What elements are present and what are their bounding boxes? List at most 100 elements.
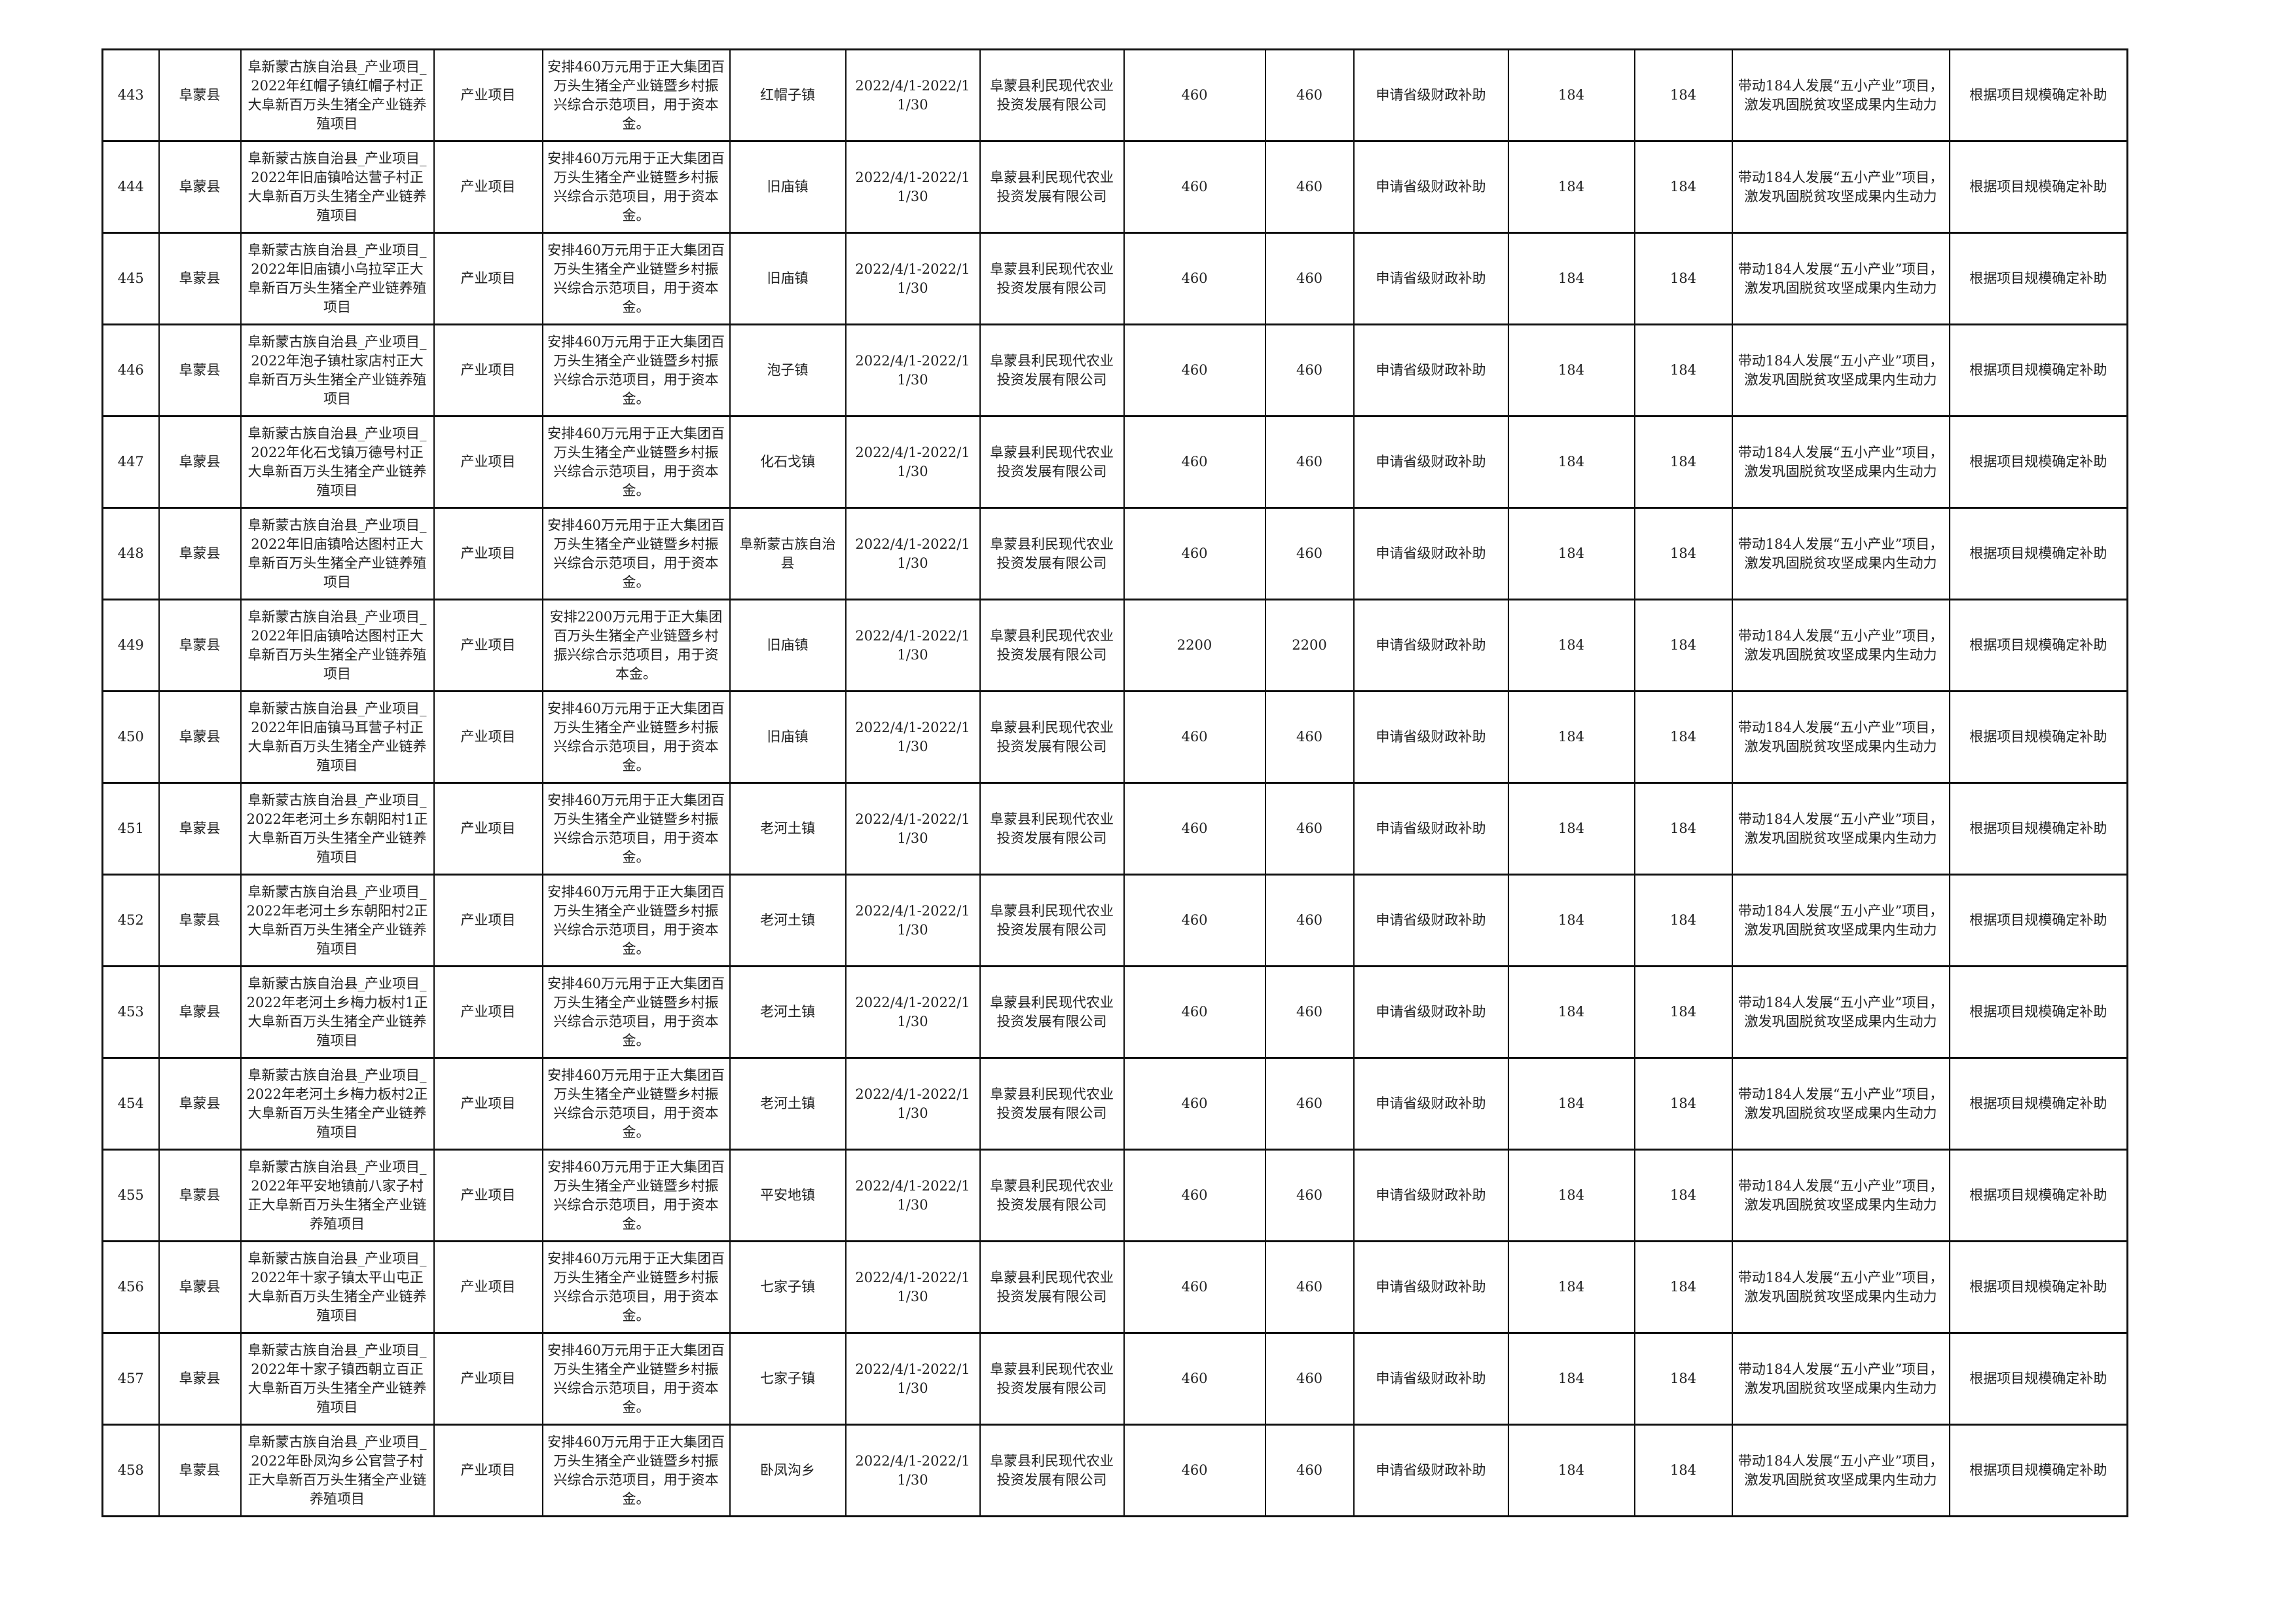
poverty-beneficiaries-cell: 184 bbox=[1633, 323, 1733, 417]
town-cell: 卧凤沟乡 bbox=[729, 1424, 847, 1517]
implementing-unit-cell: 阜蒙县利民现代农业投资发展有限公司 bbox=[979, 48, 1125, 142]
project-name-cell: 阜新蒙古族自治县_产业项目_2022年泡子镇杜家店村正大阜新百万头生猪全产业链养… bbox=[240, 323, 435, 417]
fund-amount-cell: 460 bbox=[1264, 415, 1355, 509]
period-cell: 2022/4/1-2022/11/30 bbox=[845, 48, 981, 142]
beneficiaries-cell: 184 bbox=[1507, 965, 1635, 1059]
fund-amount-cell: 460 bbox=[1264, 1332, 1355, 1426]
town-cell: 老河土镇 bbox=[729, 782, 847, 876]
table-row: 450 阜蒙县 阜新蒙古族自治县_产业项目_2022年旧庙镇马耳营子村正大阜新百万头… bbox=[101, 690, 2128, 784]
total-investment-cell: 460 bbox=[1123, 690, 1266, 784]
project-type-cell: 产业项目 bbox=[433, 1332, 543, 1426]
project-content-cell: 安排460万元用于正大集团百万头生猪全产业链暨乡村振兴综合示范项目，用于资本金。 bbox=[541, 507, 731, 600]
fund-source-cell: 申请省级财政补助 bbox=[1353, 48, 1509, 142]
subsidy-standard-cell: 根据项目规模确定补助 bbox=[1948, 48, 2128, 142]
fund-amount-cell: 460 bbox=[1264, 1149, 1355, 1242]
implementing-unit-cell: 阜蒙县利民现代农业投资发展有限公司 bbox=[979, 1057, 1125, 1151]
project-name-cell: 阜新蒙古族自治县_产业项目_2022年老河土乡梅力板村2正大阜新百万头生猪全产业… bbox=[240, 1057, 435, 1151]
subsidy-standard-cell: 根据项目规模确定补助 bbox=[1948, 874, 2128, 967]
subsidy-standard-cell: 根据项目规模确定补助 bbox=[1948, 415, 2128, 509]
county-cell: 阜蒙县 bbox=[158, 323, 242, 417]
town-cell: 红帽子镇 bbox=[729, 48, 847, 142]
project-name-cell: 阜新蒙古族自治县_产业项目_2022年平安地镇前八家子村正大阜新百万头生猪全产业… bbox=[240, 1149, 435, 1242]
county-cell: 阜蒙县 bbox=[158, 1240, 242, 1334]
benefit-mechanism-cell: 带动184人发展“五小产业”项目，激发巩固脱贫攻坚成果内生动力 bbox=[1731, 415, 1950, 509]
town-cell: 老河土镇 bbox=[729, 1057, 847, 1151]
implementing-unit-cell: 阜蒙县利民现代农业投资发展有限公司 bbox=[979, 140, 1125, 234]
county-cell: 阜蒙县 bbox=[158, 1149, 242, 1242]
total-investment-cell: 460 bbox=[1123, 48, 1266, 142]
project-name-cell: 阜新蒙古族自治县_产业项目_2022年老河土乡东朝阳村1正大阜新百万头生猪全产业… bbox=[240, 782, 435, 876]
benefit-mechanism-cell: 带动184人发展“五小产业”项目，激发巩固脱贫攻坚成果内生动力 bbox=[1731, 782, 1950, 876]
project-type-cell: 产业项目 bbox=[433, 1057, 543, 1151]
poverty-beneficiaries-cell: 184 bbox=[1633, 1424, 1733, 1517]
beneficiaries-cell: 184 bbox=[1507, 599, 1635, 692]
project-content-cell: 安排460万元用于正大集团百万头生猪全产业链暨乡村振兴综合示范项目，用于资本金。 bbox=[541, 415, 731, 509]
fund-amount-cell: 460 bbox=[1264, 232, 1355, 325]
row-number: 447 bbox=[101, 415, 160, 509]
project-name-cell: 阜新蒙古族自治县_产业项目_2022年旧庙镇小乌拉罕正大阜新百万头生猪全产业链养… bbox=[240, 232, 435, 325]
county-cell: 阜蒙县 bbox=[158, 415, 242, 509]
fund-source-cell: 申请省级财政补助 bbox=[1353, 1240, 1509, 1334]
fund-source-cell: 申请省级财政补助 bbox=[1353, 782, 1509, 876]
fund-source-cell: 申请省级财政补助 bbox=[1353, 1057, 1509, 1151]
project-name-cell: 阜新蒙古族自治县_产业项目_2022年十家子镇西朝立百正大阜新百万头生猪全产业链… bbox=[240, 1332, 435, 1426]
period-cell: 2022/4/1-2022/11/30 bbox=[845, 323, 981, 417]
project-name-cell: 阜新蒙古族自治县_产业项目_2022年化石戈镇万德号村正大阜新百万头生猪全产业链… bbox=[240, 415, 435, 509]
table-row: 453 阜蒙县 阜新蒙古族自治县_产业项目_2022年老河土乡梅力板村1正大阜新百万… bbox=[101, 965, 2128, 1059]
benefit-mechanism-cell: 带动184人发展“五小产业”项目，激发巩固脱贫攻坚成果内生动力 bbox=[1731, 965, 1950, 1059]
period-cell: 2022/4/1-2022/11/30 bbox=[845, 874, 981, 967]
project-name-cell: 阜新蒙古族自治县_产业项目_2022年旧庙镇马耳营子村正大阜新百万头生猪全产业链… bbox=[240, 690, 435, 784]
county-cell: 阜蒙县 bbox=[158, 232, 242, 325]
project-content-cell: 安排460万元用于正大集团百万头生猪全产业链暨乡村振兴综合示范项目，用于资本金。 bbox=[541, 1424, 731, 1517]
subsidy-standard-cell: 根据项目规模确定补助 bbox=[1948, 1424, 2128, 1517]
row-number: 444 bbox=[101, 140, 160, 234]
county-cell: 阜蒙县 bbox=[158, 874, 242, 967]
implementing-unit-cell: 阜蒙县利民现代农业投资发展有限公司 bbox=[979, 507, 1125, 600]
period-cell: 2022/4/1-2022/11/30 bbox=[845, 1240, 981, 1334]
row-number: 455 bbox=[101, 1149, 160, 1242]
row-number: 452 bbox=[101, 874, 160, 967]
project-type-cell: 产业项目 bbox=[433, 1240, 543, 1334]
subsidy-standard-cell: 根据项目规模确定补助 bbox=[1948, 232, 2128, 325]
row-number: 456 bbox=[101, 1240, 160, 1334]
county-cell: 阜蒙县 bbox=[158, 690, 242, 784]
project-type-cell: 产业项目 bbox=[433, 415, 543, 509]
table-row: 445 阜蒙县 阜新蒙古族自治县_产业项目_2022年旧庙镇小乌拉罕正大阜新百万头生… bbox=[101, 232, 2128, 325]
period-cell: 2022/4/1-2022/11/30 bbox=[845, 599, 981, 692]
subsidy-standard-cell: 根据项目规模确定补助 bbox=[1948, 1332, 2128, 1426]
poverty-beneficiaries-cell: 184 bbox=[1633, 1332, 1733, 1426]
row-number: 451 bbox=[101, 782, 160, 876]
fund-amount-cell: 460 bbox=[1264, 1240, 1355, 1334]
town-cell: 旧庙镇 bbox=[729, 140, 847, 234]
benefit-mechanism-cell: 带动184人发展“五小产业”项目，激发巩固脱贫攻坚成果内生动力 bbox=[1731, 1424, 1950, 1517]
county-cell: 阜蒙县 bbox=[158, 1332, 242, 1426]
implementing-unit-cell: 阜蒙县利民现代农业投资发展有限公司 bbox=[979, 599, 1125, 692]
implementing-unit-cell: 阜蒙县利民现代农业投资发展有限公司 bbox=[979, 965, 1125, 1059]
fund-amount-cell: 460 bbox=[1264, 874, 1355, 967]
project-type-cell: 产业项目 bbox=[433, 507, 543, 600]
implementing-unit-cell: 阜蒙县利民现代农业投资发展有限公司 bbox=[979, 1149, 1125, 1242]
period-cell: 2022/4/1-2022/11/30 bbox=[845, 1424, 981, 1517]
project-name-cell: 阜新蒙古族自治县_产业项目_2022年老河土乡梅力板村1正大阜新百万头生猪全产业… bbox=[240, 965, 435, 1059]
table-body: 443 阜蒙县 阜新蒙古族自治县_产业项目_2022年红帽子镇红帽子村正大阜新百万头… bbox=[101, 48, 2128, 1517]
fund-amount-cell: 460 bbox=[1264, 140, 1355, 234]
fund-amount-cell: 460 bbox=[1264, 1057, 1355, 1151]
poverty-beneficiaries-cell: 184 bbox=[1633, 1149, 1733, 1242]
project-type-cell: 产业项目 bbox=[433, 874, 543, 967]
town-cell: 化石戈镇 bbox=[729, 415, 847, 509]
subsidy-standard-cell: 根据项目规模确定补助 bbox=[1948, 965, 2128, 1059]
project-content-cell: 安排460万元用于正大集团百万头生猪全产业链暨乡村振兴综合示范项目，用于资本金。 bbox=[541, 690, 731, 784]
fund-source-cell: 申请省级财政补助 bbox=[1353, 1149, 1509, 1242]
project-content-cell: 安排460万元用于正大集团百万头生猪全产业链暨乡村振兴综合示范项目，用于资本金。 bbox=[541, 48, 731, 142]
project-name-cell: 阜新蒙古族自治县_产业项目_2022年旧庙镇哈达图村正大阜新百万头生猪全产业链养… bbox=[240, 599, 435, 692]
fund-source-cell: 申请省级财政补助 bbox=[1353, 1332, 1509, 1426]
total-investment-cell: 460 bbox=[1123, 415, 1266, 509]
table-row: 458 阜蒙县 阜新蒙古族自治县_产业项目_2022年卧凤沟乡公官营子村正大阜新百万… bbox=[101, 1424, 2128, 1517]
total-investment-cell: 460 bbox=[1123, 1149, 1266, 1242]
beneficiaries-cell: 184 bbox=[1507, 1240, 1635, 1334]
fund-amount-cell: 2200 bbox=[1264, 599, 1355, 692]
fund-source-cell: 申请省级财政补助 bbox=[1353, 323, 1509, 417]
beneficiaries-cell: 184 bbox=[1507, 1149, 1635, 1242]
total-investment-cell: 460 bbox=[1123, 965, 1266, 1059]
total-investment-cell: 460 bbox=[1123, 782, 1266, 876]
